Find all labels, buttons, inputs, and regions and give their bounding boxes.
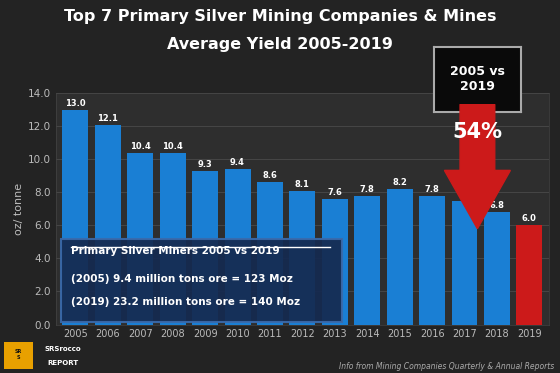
Bar: [290, 191, 315, 325]
Text: 2005 vs
2019: 2005 vs 2019: [450, 65, 505, 93]
Bar: [225, 169, 250, 325]
Text: SRSrocco: SRSrocco: [44, 346, 81, 352]
Text: 9.4: 9.4: [230, 158, 245, 167]
Bar: [95, 125, 121, 325]
Text: 7.8: 7.8: [360, 185, 375, 194]
Bar: [257, 182, 283, 325]
Text: (2019) 23.2 million tons ore = 140 Moz: (2019) 23.2 million tons ore = 140 Moz: [71, 297, 300, 307]
Text: REPORT: REPORT: [47, 360, 78, 366]
Bar: [322, 199, 348, 325]
Bar: [63, 110, 88, 325]
Bar: [354, 196, 380, 325]
Y-axis label: oz/ tonne: oz/ tonne: [14, 183, 24, 235]
Text: 7.5: 7.5: [457, 189, 472, 199]
Text: 12.1: 12.1: [97, 114, 118, 123]
Text: 6.0: 6.0: [522, 214, 537, 223]
Text: 6.8: 6.8: [489, 201, 505, 210]
Text: Primary Silver Miners 2005 vs 2019: Primary Silver Miners 2005 vs 2019: [71, 246, 279, 256]
Bar: [160, 153, 186, 325]
Bar: [127, 153, 153, 325]
Text: 13.0: 13.0: [65, 99, 86, 108]
Bar: [451, 201, 478, 325]
Bar: [4, 342, 33, 369]
Text: 8.6: 8.6: [263, 172, 277, 181]
Text: Info from Mining Companies Quarterly & Annual Reports: Info from Mining Companies Quarterly & A…: [339, 362, 554, 371]
Text: 8.2: 8.2: [392, 178, 407, 187]
Bar: [484, 212, 510, 325]
Text: (2005) 9.4 million tons ore = 123 Moz: (2005) 9.4 million tons ore = 123 Moz: [71, 274, 293, 283]
Text: 10.4: 10.4: [162, 142, 183, 151]
Text: 54%: 54%: [452, 122, 502, 142]
Text: 8.1: 8.1: [295, 180, 310, 189]
Text: 10.4: 10.4: [130, 142, 151, 151]
Bar: [516, 225, 542, 325]
Text: 7.6: 7.6: [328, 188, 342, 197]
FancyBboxPatch shape: [61, 239, 342, 322]
Bar: [387, 189, 413, 325]
Text: Average Yield 2005-2019: Average Yield 2005-2019: [167, 37, 393, 52]
Text: 9.3: 9.3: [198, 160, 212, 169]
Text: 7.8: 7.8: [424, 185, 440, 194]
Bar: [419, 196, 445, 325]
Bar: [192, 171, 218, 325]
Text: Top 7 Primary Silver Mining Companies & Mines: Top 7 Primary Silver Mining Companies & …: [64, 9, 496, 24]
Polygon shape: [445, 104, 510, 229]
Text: SR
S: SR S: [15, 349, 22, 360]
